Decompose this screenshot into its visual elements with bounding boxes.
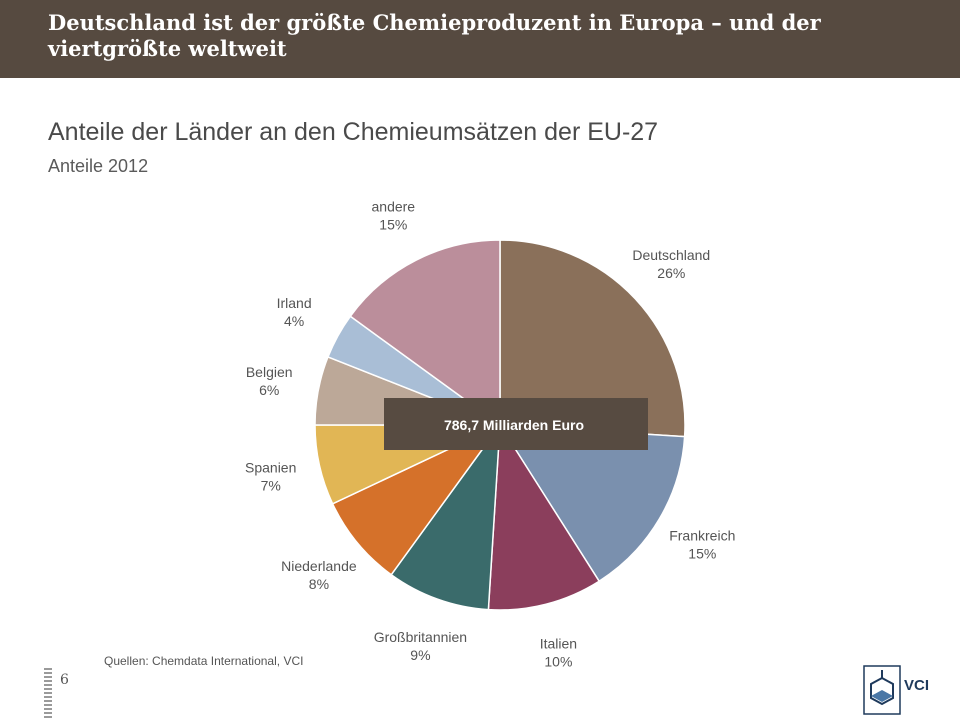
chart-subtitle: Anteile 2012 [48, 156, 149, 176]
pie-slice-3 [390, 422, 501, 611]
slice-label-5: Spanien 7% [245, 459, 296, 493]
slice-label-1: Frankreich 15% [669, 528, 735, 562]
chart-title: Anteile der Länder an den Chemieumsätzen… [48, 118, 659, 146]
vci-logo-text: VCI [904, 677, 929, 694]
slice-label-6: Belgien 6% [246, 364, 293, 398]
slice-label-4: Niederlande 8% [281, 558, 357, 592]
page-number: 6 [60, 672, 69, 688]
center-label: 786,7 Milliarden Euro [444, 417, 584, 433]
slice-label-3: Großbritannien 9% [374, 629, 467, 663]
pie-slice-8 [349, 239, 501, 427]
pie-slice-1 [498, 424, 686, 583]
header-bar: Deutschland ist der größte Chemieproduze… [0, 0, 960, 78]
center-label-box [384, 398, 648, 450]
vci-logo: VCI [863, 665, 929, 715]
footer-divider [44, 668, 52, 718]
slice-label-8: andere 15% [372, 199, 416, 233]
pie-slice-2 [487, 422, 601, 611]
slice-label-0: Deutschland 26% [632, 247, 710, 281]
page-title: Deutschland ist der größte Chemieproduze… [48, 10, 821, 61]
source-note: Quellen: Chemdata International, VCI [104, 654, 304, 668]
slice-label-7: Irland 4% [277, 295, 312, 329]
pie-slice-4 [331, 424, 501, 576]
slice-label-2: Italien 10% [540, 636, 577, 670]
pie-slice-0 [499, 239, 686, 438]
